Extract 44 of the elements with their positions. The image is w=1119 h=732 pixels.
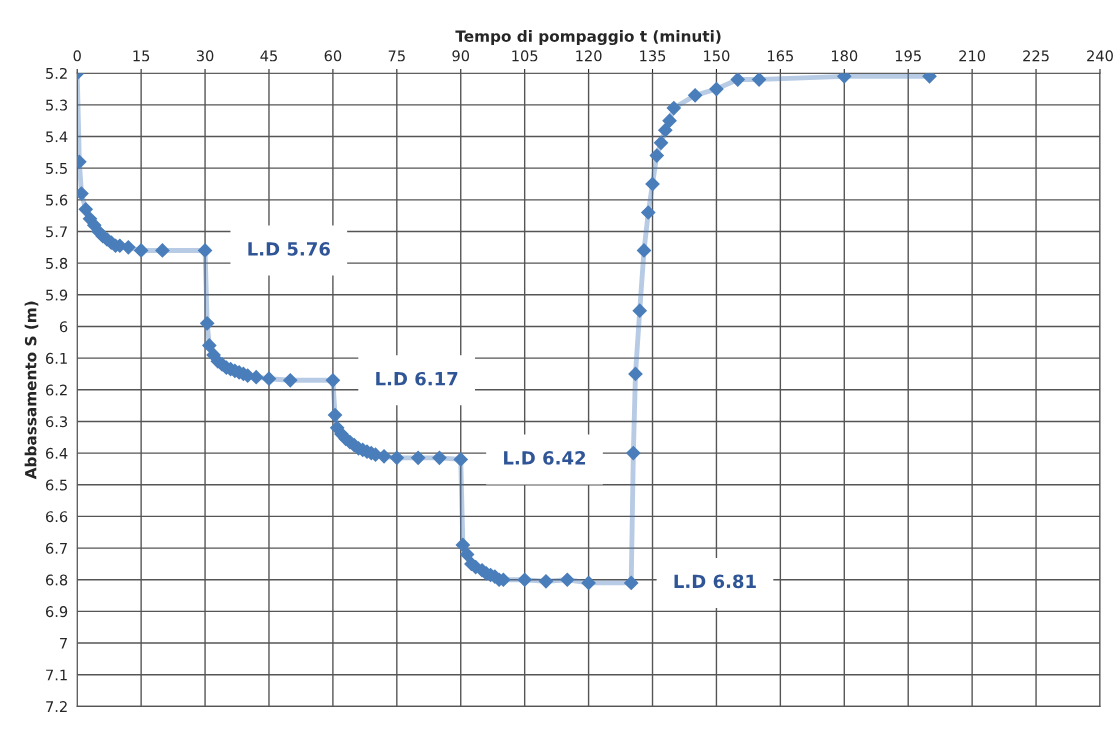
x-tick-label: 210 [959,50,986,62]
x-tick-label: 150 [704,50,730,62]
y-tick-label: 6.6 [46,511,68,523]
x-tick-label: 120 [576,50,602,62]
x-tick-label: 60 [324,50,342,62]
x-tick-label: 195 [895,50,921,62]
x-tick-label: 105 [512,50,538,62]
x-tick-label: 225 [1023,50,1049,62]
x-tick-label: 30 [196,50,214,62]
y-tick-label: 6.9 [46,606,68,618]
x-tick-label: 180 [831,50,858,62]
x-tick-label: 135 [640,50,666,62]
x-tick-label: 75 [388,50,405,62]
y-tick-label: 6 [59,321,68,333]
y-tick-label: 5.8 [46,257,68,269]
y-tick-label: 6.4 [46,447,68,459]
x-tick-label: 165 [768,50,794,62]
annotation: L.D 6.81 [674,574,756,589]
y-tick-label: 6.3 [46,416,68,428]
y-tick-label: 6.8 [46,574,68,586]
y-tick-label: 7 [60,637,67,649]
y-tick-label: 6.7 [46,542,67,554]
annotation: L.D 6.42 [504,451,586,465]
x-tick-label: 240 [1087,50,1113,62]
x-tick-label: 15 [133,50,150,62]
y-tick-label: 5.7 [46,226,67,238]
y-tick-label: 5.4 [46,131,68,143]
x-tick-label: 45 [260,50,277,62]
y-tick-label: 6.1 [46,352,67,364]
x-tick-label: 0 [73,50,81,62]
annotation: L.D 5.76 [248,242,330,256]
x-tick-label: 90 [452,50,470,62]
y-tick-label: 5.6 [46,194,68,206]
y-tick-label: 7.2 [46,701,67,712]
y-tick-label: 6.5 [46,479,67,491]
y-tick-label: 5.9 [46,289,68,301]
annotation: L.D 6.17 [376,371,458,386]
x-axis-title: Tempo di pompaggio t (minuti) [455,30,721,46]
y-tick-label: 7.1 [46,669,67,681]
y-axis-title: Abbassamento S (m) [24,301,39,480]
y-tick-label: 5.3 [46,99,68,111]
y-tick-label: 6.2 [46,384,67,396]
y-tick-label: 5.5 [46,163,67,174]
y-tick-label: 5.2 [46,67,67,79]
